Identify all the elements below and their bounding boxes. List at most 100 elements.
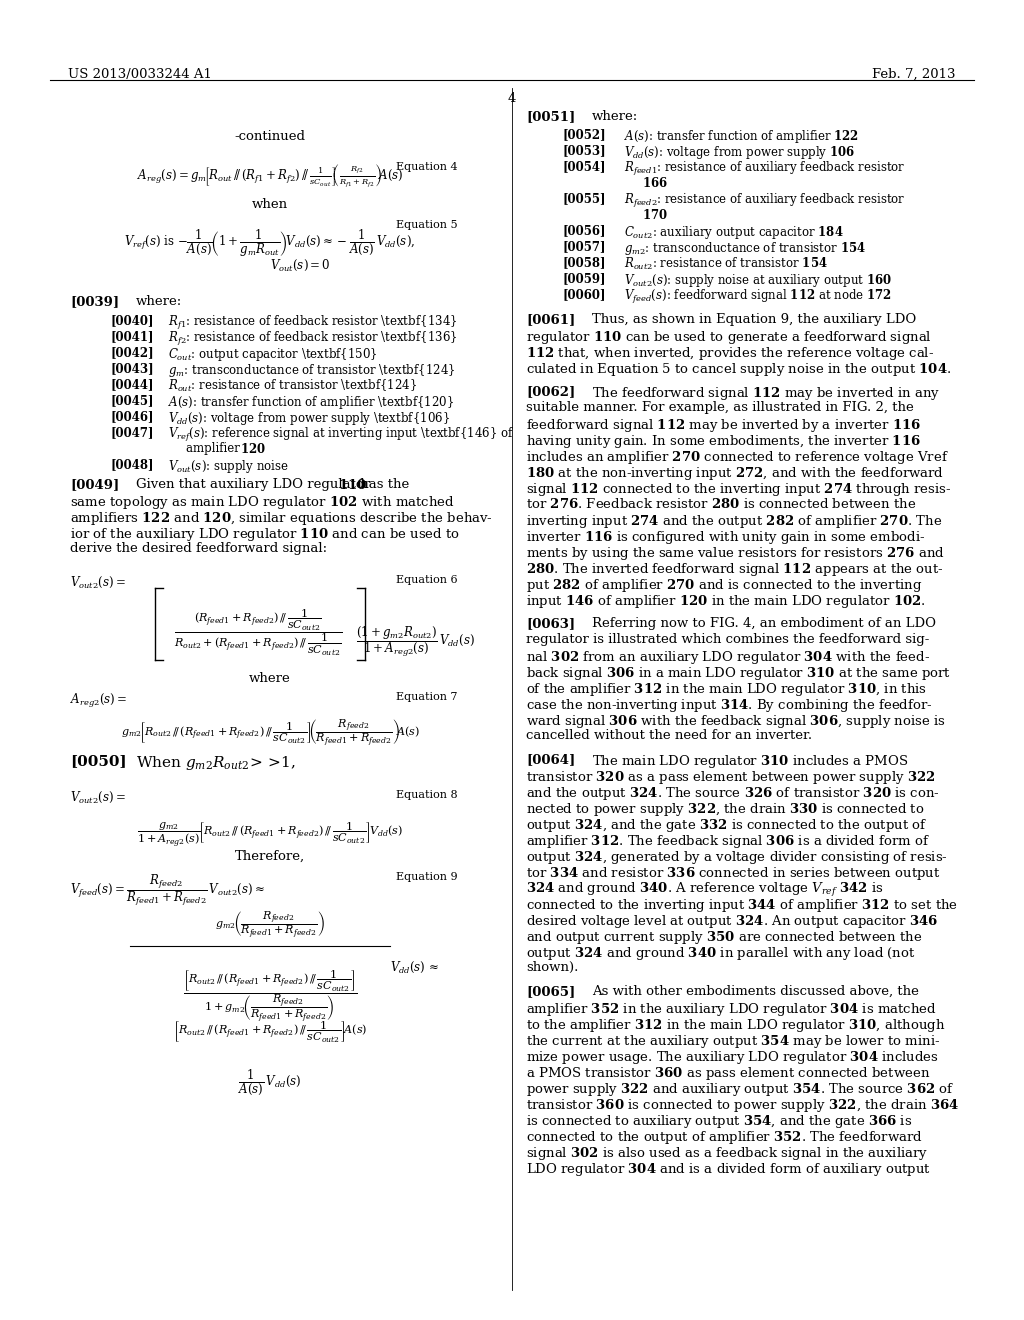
Text: US 2013/0033244 A1: US 2013/0033244 A1 bbox=[68, 69, 212, 81]
Text: of the amplifier $\mathbf{312}$ in the main LDO regulator $\mathbf{310}$, in thi: of the amplifier $\mathbf{312}$ in the m… bbox=[526, 681, 927, 698]
Text: As with other embodiments discussed above, the: As with other embodiments discussed abov… bbox=[592, 985, 919, 998]
Text: $V_{dd}(s)$: voltage from power supply $\mathbf{106}$: $V_{dd}(s)$: voltage from power supply $… bbox=[624, 144, 855, 161]
Text: cancelled without the need for an inverter.: cancelled without the need for an invert… bbox=[526, 729, 812, 742]
Text: $R_{f1}$: resistance of feedback resistor \textbf{134}: $R_{f1}$: resistance of feedback resisto… bbox=[168, 314, 458, 333]
Text: put $\mathbf{282}$ of amplifier $\mathbf{270}$ and is connected to the inverting: put $\mathbf{282}$ of amplifier $\mathbf… bbox=[526, 577, 923, 594]
Text: same topology as main LDO regulator $\mathbf{102}$ with matched: same topology as main LDO regulator $\ma… bbox=[70, 494, 455, 511]
Text: $g_{m2}\!\left[R_{out2}\,/\!/\,(R_{feed1}+R_{feed2})\,/\!/\,\dfrac{1}{sC_{out2}}: $g_{m2}\!\left[R_{out2}\,/\!/\,(R_{feed1… bbox=[121, 718, 420, 748]
Text: connected to the inverting input $\mathbf{344}$ of amplifier $\mathbf{312}$ to s: connected to the inverting input $\mathb… bbox=[526, 898, 958, 913]
Text: $V_{out2}(s) =$: $V_{out2}(s) =$ bbox=[70, 576, 126, 590]
Text: output $\mathbf{324}$ and ground $\mathbf{340}$ in parallel with any load (not: output $\mathbf{324}$ and ground $\mathb… bbox=[526, 945, 915, 962]
Text: [0050]: [0050] bbox=[70, 754, 127, 768]
Text: ward signal $\mathbf{306}$ with the feedback signal $\mathbf{306}$, supply noise: ward signal $\mathbf{306}$ with the feed… bbox=[526, 713, 946, 730]
Text: feedforward signal $\mathbf{112}$ may be inverted by a inverter $\mathbf{116}$: feedforward signal $\mathbf{112}$ may be… bbox=[526, 417, 922, 434]
Text: $A_{reg2}(s) =$: $A_{reg2}(s) =$ bbox=[70, 692, 127, 710]
Text: -continued: -continued bbox=[234, 129, 305, 143]
Text: [0054]: [0054] bbox=[562, 160, 605, 173]
Text: input $\mathbf{146}$ of amplifier $\mathbf{120}$ in the main LDO regulator $\mat: input $\mathbf{146}$ of amplifier $\math… bbox=[526, 593, 926, 610]
Text: ments by using the same value resistors for resistors $\mathbf{276}$ and: ments by using the same value resistors … bbox=[526, 545, 945, 562]
Text: [0051]: [0051] bbox=[526, 110, 575, 123]
Text: output $\mathbf{324}$, generated by a voltage divider consisting of resis-: output $\mathbf{324}$, generated by a vo… bbox=[526, 849, 948, 866]
Text: $R_{feed1}$: resistance of auxiliary feedback resistor: $R_{feed1}$: resistance of auxiliary fee… bbox=[624, 160, 905, 178]
Text: amplifiers $\mathbf{122}$ and $\mathbf{120}$, similar equations describe the beh: amplifiers $\mathbf{122}$ and $\mathbf{1… bbox=[70, 510, 493, 527]
Text: regulator $\mathbf{110}$ can be used to generate a feedforward signal: regulator $\mathbf{110}$ can be used to … bbox=[526, 329, 932, 346]
Text: [0056]: [0056] bbox=[562, 224, 605, 238]
Text: Therefore,: Therefore, bbox=[234, 850, 305, 863]
Text: $\mathbf{110}$: $\mathbf{110}$ bbox=[338, 478, 367, 492]
Text: [0063]: [0063] bbox=[526, 616, 575, 630]
Text: where: where bbox=[249, 672, 291, 685]
Text: $R_{feed2}$: resistance of auxiliary feedback resistor: $R_{feed2}$: resistance of auxiliary fee… bbox=[624, 191, 905, 210]
Text: Equation 8: Equation 8 bbox=[396, 789, 458, 800]
Text: nected to power supply $\mathbf{322}$, the drain $\mathbf{330}$ is connected to: nected to power supply $\mathbf{322}$, t… bbox=[526, 801, 925, 818]
Text: $V_{ref}(s)$ is $-\dfrac{1}{A(s)}\!\left(1+\dfrac{1}{g_m R_{out}}\right)\!V_{dd}: $V_{ref}(s)$ is $-\dfrac{1}{A(s)}\!\left… bbox=[124, 228, 416, 259]
Text: suitable manner. For example, as illustrated in FIG. 2, the: suitable manner. For example, as illustr… bbox=[526, 401, 913, 414]
Text: $R_{out2}$: resistance of transistor $\mathbf{154}$: $R_{out2}$: resistance of transistor $\m… bbox=[624, 256, 827, 272]
Text: The main LDO regulator $\mathbf{310}$ includes a PMOS: The main LDO regulator $\mathbf{310}$ in… bbox=[592, 752, 908, 770]
Text: inverting input $\mathbf{274}$ and the output $\mathbf{282}$ of amplifier $\math: inverting input $\mathbf{274}$ and the o… bbox=[526, 513, 942, 531]
Text: $R_{out}$: resistance of transistor \textbf{124}: $R_{out}$: resistance of transistor \tex… bbox=[168, 378, 418, 395]
Text: transistor $\mathbf{360}$ is connected to power supply $\mathbf{322}$, the drain: transistor $\mathbf{360}$ is connected t… bbox=[526, 1097, 959, 1114]
Text: $\dfrac{(R_{feed1}+R_{feed2})\,/\!/\,\dfrac{1}{sC_{out2}}}{R_{out2}+(R_{feed1}+R: $\dfrac{(R_{feed1}+R_{feed2})\,/\!/\,\df… bbox=[174, 609, 342, 657]
Text: $V_{dd}(s)\,\approx$: $V_{dd}(s)\,\approx$ bbox=[390, 960, 439, 975]
Text: output $\mathbf{324}$, and the gate $\mathbf{332}$ is connected to the output of: output $\mathbf{324}$, and the gate $\ma… bbox=[526, 817, 928, 834]
Text: The feedforward signal $\mathbf{112}$ may be inverted in any: The feedforward signal $\mathbf{112}$ ma… bbox=[592, 385, 940, 403]
Text: $\dfrac{(1+g_{m2}R_{out2})}{1+A_{reg2}(s)}\,V_{dd}(s)$: $\dfrac{(1+g_{m2}R_{out2})}{1+A_{reg2}(s… bbox=[355, 624, 474, 659]
Text: [0039]: [0039] bbox=[70, 294, 119, 308]
Text: $V_{out}(s) = 0$: $V_{out}(s) = 0$ bbox=[269, 257, 331, 273]
Text: $\mathbf{112}$ that, when inverted, provides the reference voltage cal-: $\mathbf{112}$ that, when inverted, prov… bbox=[526, 345, 934, 362]
Text: inverter $\mathbf{116}$ is configured with unity gain in some embodi-: inverter $\mathbf{116}$ is configured wi… bbox=[526, 529, 926, 546]
Text: Equation 7: Equation 7 bbox=[396, 692, 458, 702]
Text: includes an amplifier $\mathbf{270}$ connected to reference voltage Vref: includes an amplifier $\mathbf{270}$ con… bbox=[526, 449, 949, 466]
Text: Equation 6: Equation 6 bbox=[396, 576, 458, 585]
Text: [0040]: [0040] bbox=[110, 314, 154, 327]
Text: power supply $\mathbf{322}$ and auxiliary output $\mathbf{354}$. The source $\ma: power supply $\mathbf{322}$ and auxiliar… bbox=[526, 1081, 954, 1098]
Text: amplifier $\mathbf{352}$ in the auxiliary LDO regulator $\mathbf{304}$ is matche: amplifier $\mathbf{352}$ in the auxiliar… bbox=[526, 1001, 937, 1018]
Text: [0046]: [0046] bbox=[110, 411, 154, 422]
Text: Given that auxiliary LDO regulator: Given that auxiliary LDO regulator bbox=[136, 478, 375, 491]
Text: where:: where: bbox=[592, 110, 638, 123]
Text: to the amplifier $\mathbf{312}$ in the main LDO regulator $\mathbf{310}$, althou: to the amplifier $\mathbf{312}$ in the m… bbox=[526, 1016, 945, 1034]
Text: back signal $\mathbf{306}$ in a main LDO regulator $\mathbf{310}$ at the same po: back signal $\mathbf{306}$ in a main LDO… bbox=[526, 665, 951, 682]
Text: $\dfrac{g_{m2}}{1+A_{reg2}(s)}\!\left[R_{out2}\,/\!/\,(R_{feed1}+R_{feed2})\,/\!: $\dfrac{g_{m2}}{1+A_{reg2}(s)}\!\left[R_… bbox=[137, 820, 403, 849]
Text: tor $\mathbf{276}$. Feedback resistor $\mathbf{280}$ is connected between the: tor $\mathbf{276}$. Feedback resistor $\… bbox=[526, 498, 916, 511]
Text: [0062]: [0062] bbox=[526, 385, 575, 399]
Text: ior of the auxiliary LDO regulator $\mathbf{110}$ and can be used to: ior of the auxiliary LDO regulator $\mat… bbox=[70, 525, 460, 543]
Text: [0044]: [0044] bbox=[110, 378, 154, 391]
Text: when: when bbox=[252, 198, 288, 211]
Text: $C_{out}$: output capacitor \textbf{150}: $C_{out}$: output capacitor \textbf{150} bbox=[168, 346, 378, 363]
Text: case the non-inverting input $\mathbf{314}$. By combining the feedfor-: case the non-inverting input $\mathbf{31… bbox=[526, 697, 933, 714]
Text: [0064]: [0064] bbox=[526, 752, 575, 766]
Text: $R_{f2}$: resistance of feedback resistor \textbf{136}: $R_{f2}$: resistance of feedback resisto… bbox=[168, 330, 458, 348]
Text: [0053]: [0053] bbox=[562, 144, 605, 157]
Text: Thus, as shown in Equation 9, the auxiliary LDO: Thus, as shown in Equation 9, the auxili… bbox=[592, 313, 916, 326]
Text: $V_{feed}(s) = \dfrac{R_{feed2}}{R_{feed1}+R_{feed2}}\,V_{out2}(s) \approx$: $V_{feed}(s) = \dfrac{R_{feed2}}{R_{feed… bbox=[70, 873, 264, 908]
Text: $\mathbf{180}$ at the non-inverting input $\mathbf{272}$, and with the feedforwa: $\mathbf{180}$ at the non-inverting inpu… bbox=[526, 465, 944, 482]
Text: $A_{reg}(s) = g_m\!\left[R_{out}\,/\!/\,(R_{f1}+R_{f2})\,/\!/\,\frac{1}{sC_{out}: $A_{reg}(s) = g_m\!\left[R_{out}\,/\!/\,… bbox=[137, 162, 403, 189]
Text: $V_{ref}(s)$: reference signal at inverting input \textbf{146} of: $V_{ref}(s)$: reference signal at invert… bbox=[168, 426, 514, 444]
Text: [0041]: [0041] bbox=[110, 330, 154, 343]
Text: [0049]: [0049] bbox=[70, 478, 119, 491]
Text: Equation 9: Equation 9 bbox=[396, 873, 458, 882]
Text: $V_{dd}(s)$: voltage from power supply \textbf{106}: $V_{dd}(s)$: voltage from power supply \… bbox=[168, 411, 450, 426]
Text: [0045]: [0045] bbox=[110, 393, 154, 407]
Text: a PMOS transistor $\mathbf{360}$ as pass element connected between: a PMOS transistor $\mathbf{360}$ as pass… bbox=[526, 1065, 931, 1082]
Text: derive the desired feedforward signal:: derive the desired feedforward signal: bbox=[70, 543, 327, 554]
Text: [0052]: [0052] bbox=[562, 128, 605, 141]
Text: [0043]: [0043] bbox=[110, 362, 154, 375]
Text: When $g_{m2}R_{out2}\!>>\!1,$: When $g_{m2}R_{out2}\!>>\!1,$ bbox=[136, 754, 296, 772]
Text: where:: where: bbox=[136, 294, 182, 308]
Text: and output current supply $\mathbf{350}$ are connected between the: and output current supply $\mathbf{350}$… bbox=[526, 929, 923, 946]
Text: amplifier: amplifier bbox=[186, 442, 244, 455]
Text: $V_{out2}(s) =$: $V_{out2}(s) =$ bbox=[70, 789, 126, 805]
Text: 4: 4 bbox=[508, 92, 516, 106]
Text: tor $\mathbf{334}$ and resistor $\mathbf{336}$ connected in series between outpu: tor $\mathbf{334}$ and resistor $\mathbf… bbox=[526, 865, 941, 882]
Text: [0060]: [0060] bbox=[562, 288, 605, 301]
Text: regulator is illustrated which combines the feedforward sig-: regulator is illustrated which combines … bbox=[526, 634, 930, 645]
Text: [0061]: [0061] bbox=[526, 313, 575, 326]
Text: [0047]: [0047] bbox=[110, 426, 154, 440]
Text: signal $\mathbf{112}$ connected to the inverting input $\mathbf{274}$ through re: signal $\mathbf{112}$ connected to the i… bbox=[526, 480, 951, 498]
Text: $A(s)$: transfer function of amplifier $\mathbf{122}$: $A(s)$: transfer function of amplifier $… bbox=[624, 128, 859, 145]
Text: $g_{m2}\!\left(\dfrac{R_{feed2}}{R_{feed1}+R_{feed2}}\right)$: $g_{m2}\!\left(\dfrac{R_{feed2}}{R_{feed… bbox=[215, 909, 325, 941]
Text: [0059]: [0059] bbox=[562, 272, 605, 285]
